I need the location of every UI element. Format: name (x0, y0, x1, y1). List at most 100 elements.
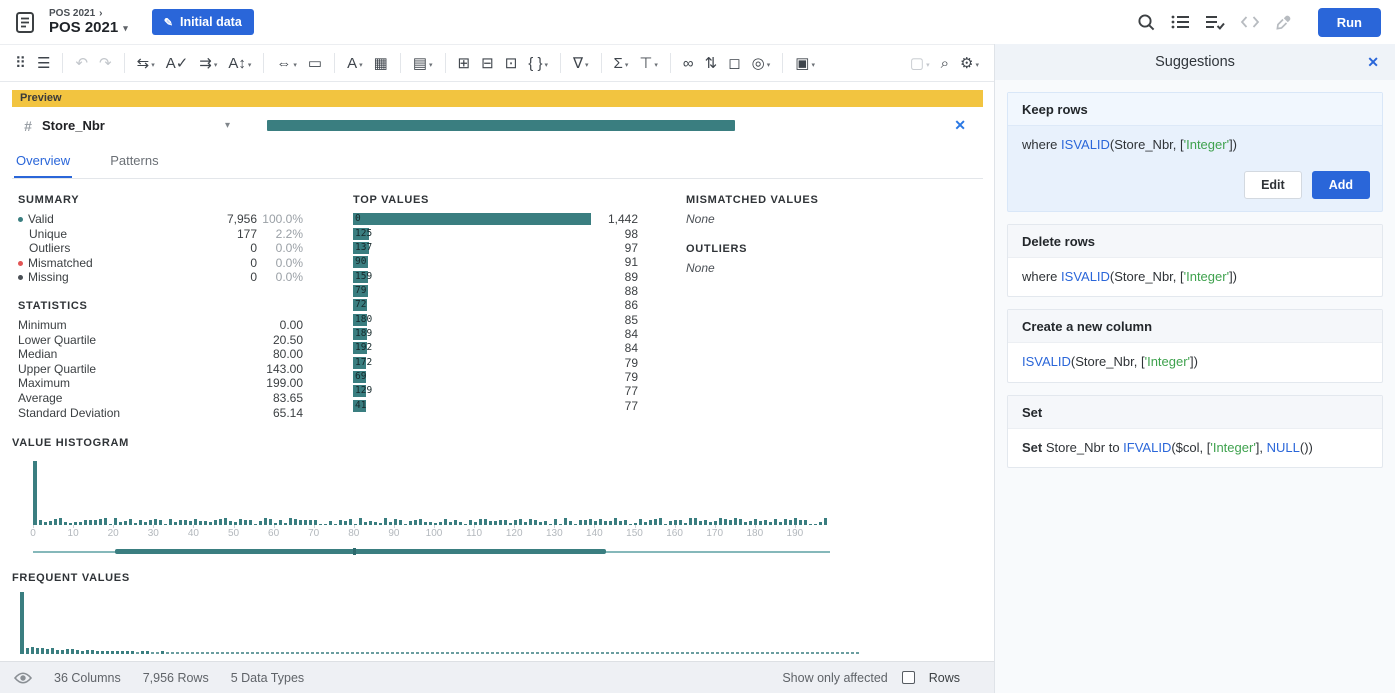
show-only-affected-label: Show only affected (782, 670, 888, 685)
resize-columns-icon[interactable]: ⇔ ▾ (276, 54, 297, 72)
value-bar[interactable] (353, 299, 367, 312)
steps-list-icon[interactable] (1171, 14, 1190, 30)
analysis-content: Preview # Store_Nbr ▾ ✕ Overview Pattern… (0, 82, 994, 661)
histogram-bar (439, 522, 442, 526)
run-button[interactable]: Run (1317, 7, 1381, 37)
format-text-icon[interactable]: A ▾ (347, 54, 363, 72)
pivot-table-icon[interactable]: ⊞ (457, 54, 471, 72)
histogram-bar (304, 520, 307, 526)
histogram-range-slider[interactable] (33, 548, 830, 557)
axis-tick-label: 50 (227, 528, 240, 540)
transpose-table-icon[interactable]: ⊟ (481, 54, 494, 72)
axis-tick-label: 160 (666, 528, 683, 540)
edit-button[interactable]: Edit (1244, 170, 1302, 199)
split-column-icon[interactable]: ⊤ ▾ (639, 54, 658, 72)
frequent-value-bar (556, 652, 559, 655)
close-suggestions-icon[interactable]: ✕ (1367, 53, 1379, 70)
audit-preview-icon[interactable]: ⌕ (940, 54, 950, 72)
histogram-bar (39, 520, 42, 526)
value-bar[interactable] (353, 284, 368, 297)
frequent-value-bar (61, 650, 64, 655)
comment-icon[interactable]: ◻ (728, 54, 741, 72)
frequent-value-bar (706, 652, 709, 655)
histogram-bar (569, 521, 572, 526)
check-values-icon[interactable]: A✓ (165, 54, 189, 72)
legend-dot-icon (18, 275, 23, 281)
filter-icon[interactable]: ∇ ▾ (572, 54, 589, 72)
sort-columns-icon[interactable]: A↕ ▾ (228, 54, 252, 72)
frequent-value-bar (96, 651, 99, 655)
value-bar-label: 69 (355, 370, 367, 382)
histogram-bar (159, 520, 162, 526)
histogram-bar (479, 519, 482, 526)
eyedropper-icon[interactable] (1275, 13, 1293, 31)
tab-overview[interactable]: Overview (14, 144, 73, 178)
frequent-value-bar (66, 649, 69, 655)
quartile-range-bar[interactable] (115, 549, 606, 555)
histogram-bar (444, 519, 447, 526)
fill-table-icon[interactable]: ▦ (373, 54, 388, 72)
value-bar[interactable] (353, 213, 591, 226)
value-bar[interactable] (353, 227, 369, 240)
frequent-value-bar (846, 652, 849, 655)
histogram-bar (534, 520, 537, 526)
frequent-value-bar (666, 652, 669, 655)
main-area: ⠿ ☰ ↶ ↷ ⇆ ▾ A✓ ⇉ ▾ A↕ ▾ ⇔ ▾ ▭ A ▾ ▦ ▤ ▾ ⊞ ⊟ ⊡ { } ▾ ∇ ▾ Σ ▾ ⊤ ▾ ∞ ⇅ ◻ ◎ ▾ ▣… (0, 44, 1395, 693)
fit-columns-icon[interactable]: ▭ (307, 54, 323, 72)
move-columns-icon[interactable]: ⇉ ▾ (199, 54, 218, 72)
value-bar[interactable] (353, 313, 367, 326)
value-bar[interactable] (353, 370, 366, 383)
histogram-bar (424, 522, 427, 526)
frequent-value-bar (386, 652, 389, 655)
histogram-bar (164, 524, 167, 526)
frequent-value-bar (161, 651, 164, 655)
value-bar[interactable] (353, 385, 366, 398)
frequent-value-bar (366, 652, 369, 655)
eye-icon[interactable] (14, 671, 32, 684)
frequent-value-bar (786, 652, 789, 655)
value-bar[interactable] (353, 356, 366, 369)
rows-menu-icon[interactable]: ▤ ▾ (412, 54, 433, 72)
frequent-value-bar (86, 650, 89, 655)
initial-data-button[interactable]: ✎ Initial data (151, 9, 254, 35)
search-icon[interactable] (1137, 13, 1156, 32)
grid-view-icon[interactable]: ⠿ (15, 54, 26, 72)
rows-checkbox-label[interactable]: Rows (928, 670, 960, 685)
value-bar[interactable] (353, 241, 369, 254)
value-bar[interactable] (353, 327, 367, 340)
aggregate-sum-icon[interactable]: Σ ▾ (613, 54, 629, 72)
merge-columns-icon[interactable]: ⇆ ▾ (136, 54, 155, 72)
histogram-bar (684, 523, 687, 526)
advanced-settings-icon[interactable]: ⚙ ▾ (960, 54, 979, 72)
value-bar[interactable] (353, 399, 366, 412)
histogram-bar (464, 524, 467, 526)
frequent-value-bar (486, 652, 489, 655)
column-chevron-down-icon[interactable]: ▾ (225, 120, 231, 131)
add-button[interactable]: Add (1311, 170, 1370, 199)
stack-rows-icon[interactable]: ⇅ (704, 54, 718, 72)
value-bar[interactable] (353, 342, 367, 355)
breadcrumb-item[interactable]: POS 2021 (49, 7, 96, 19)
columns-count: 36 Columns (54, 670, 121, 685)
braces-functions-icon[interactable]: { } ▾ (528, 54, 548, 72)
copy-steps-icon[interactable]: ▣ ▾ (795, 54, 815, 72)
target-icon[interactable]: ◎ ▾ (751, 54, 771, 72)
histogram-bar (489, 521, 492, 526)
list-view-icon[interactable]: ☰ (37, 54, 51, 72)
value-count: 1,442 (607, 212, 638, 227)
numeric-type-icon: # (24, 117, 32, 134)
frequent-value-bar (226, 652, 229, 655)
checklist-icon[interactable] (1205, 14, 1225, 30)
title-caret-icon[interactable]: ▾ (123, 22, 128, 33)
join-datasets-icon[interactable]: ∞ (682, 54, 694, 72)
top-bar: POS 2021 › POS 2021 ▾ ✎ Initial data (0, 0, 1395, 44)
toolbar-separator (559, 53, 561, 73)
value-bar[interactable] (353, 270, 368, 283)
column-validity-bar[interactable] (267, 120, 735, 131)
reshape-table-icon[interactable]: ⊡ (504, 54, 518, 72)
rows-checkbox[interactable] (901, 671, 915, 684)
tab-patterns[interactable]: Patterns (110, 153, 159, 168)
code-icon[interactable] (1240, 14, 1260, 30)
close-column-panel-icon[interactable]: ✕ (954, 117, 966, 133)
value-bar[interactable] (353, 256, 368, 269)
